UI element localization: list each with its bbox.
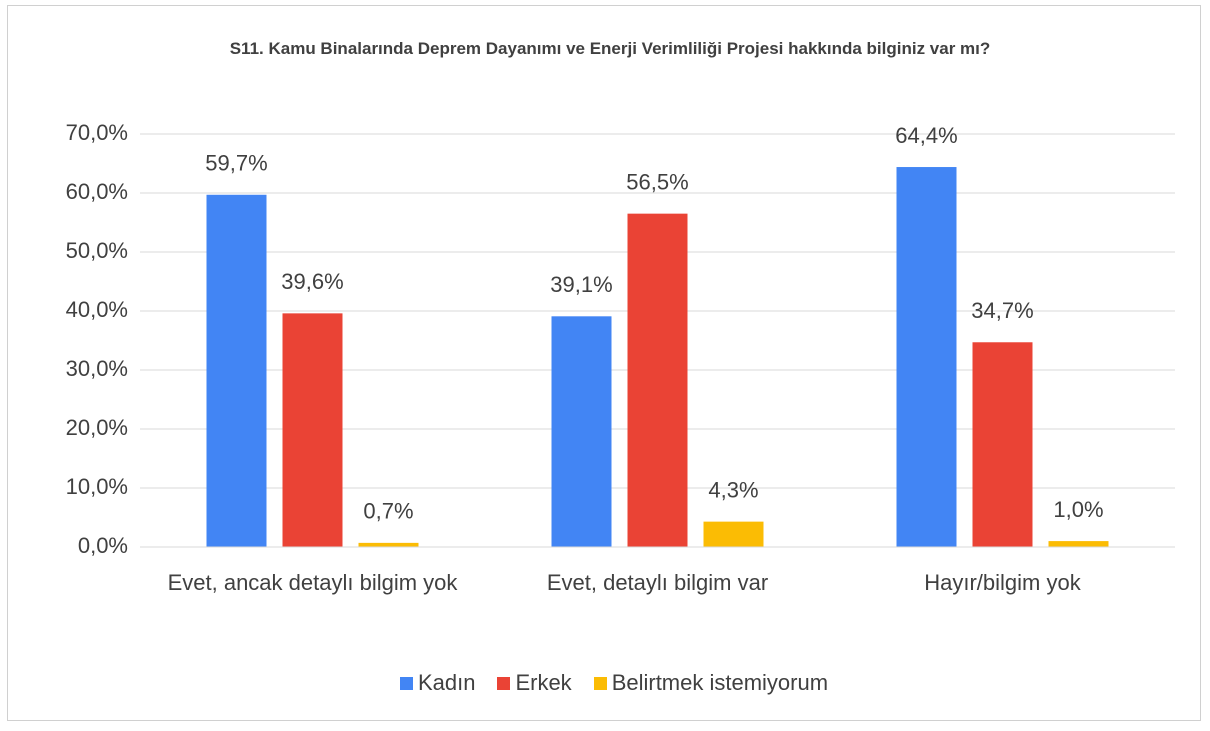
data-label: 0,7% (363, 499, 413, 524)
data-label: 1,0% (1053, 497, 1103, 522)
chart-frame (7, 5, 1201, 721)
data-label: 56,5% (626, 169, 688, 194)
y-tick-label: 40,0% (66, 297, 128, 322)
legend-label: Belirtmek istemiyorum (611, 670, 829, 695)
x-tick-label: Hayır/bilgim yok (924, 570, 1081, 595)
y-tick-label: 60,0% (66, 179, 128, 204)
data-label: 39,1% (550, 272, 612, 297)
data-label: 64,4% (895, 123, 957, 148)
data-label: 4,3% (708, 477, 758, 502)
bar (206, 194, 267, 547)
bar (1048, 541, 1109, 547)
legend-swatch (399, 676, 413, 690)
data-label: 39,6% (281, 269, 343, 294)
bar (358, 542, 419, 547)
y-tick-label: 0,0% (78, 533, 128, 558)
legend-swatch (593, 676, 607, 690)
x-tick-label: Evet, ancak detaylı bilgim yok (167, 570, 458, 595)
bar (896, 167, 957, 548)
y-tick-label: 70,0% (66, 120, 128, 145)
legend-item: Belirtmek istemiyorum (593, 670, 829, 696)
legend-label: Erkek (515, 670, 572, 695)
legend-swatch (497, 676, 511, 690)
legend-item: Erkek (497, 670, 572, 696)
legend-item: Kadın (399, 670, 476, 696)
y-tick-label: 50,0% (66, 238, 128, 263)
data-label: 59,7% (205, 151, 267, 176)
chart-title: S11. Kamu Binalarında Deprem Dayanımı ve… (229, 39, 991, 58)
bar (703, 521, 764, 547)
y-tick-label: 10,0% (66, 474, 128, 499)
bar (282, 313, 343, 547)
bar (972, 342, 1033, 547)
bar (627, 213, 688, 547)
bar (551, 316, 612, 547)
data-label: 34,7% (971, 298, 1033, 323)
legend: Kadın Erkek Belirtmek istemiyorum (0, 670, 1210, 696)
x-tick-label: Evet, detaylı bilgim var (546, 570, 769, 595)
legend-label: Kadın (417, 670, 476, 695)
y-tick-label: 20,0% (66, 415, 128, 440)
y-tick-label: 30,0% (66, 356, 128, 381)
